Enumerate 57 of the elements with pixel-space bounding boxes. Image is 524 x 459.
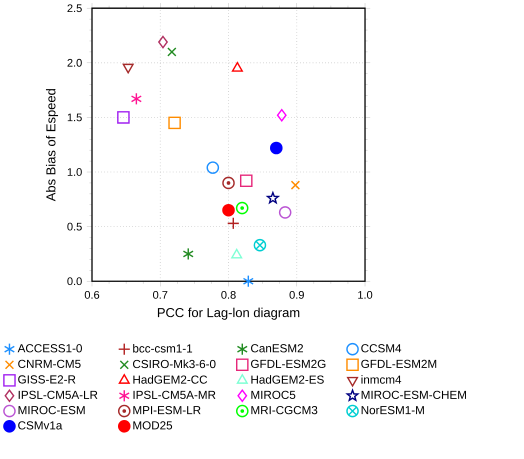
legend-label: inmcm4 — [361, 375, 402, 384]
y-tick-label: 1.0 — [68, 168, 82, 176]
point — [276, 108, 287, 122]
point — [231, 248, 242, 258]
legend-label: MIROC-ESM — [18, 406, 85, 414]
y-tick-label: 1.5 — [68, 113, 82, 122]
point — [254, 238, 266, 252]
legend-label: CSMv1a — [18, 421, 62, 430]
y-tick-label: 2.5 — [67, 4, 82, 12]
legend-label: MRI-CGCM3 — [251, 406, 318, 414]
x-tick-label: 0.6 — [84, 290, 100, 299]
y-axis-title: Abs Bias of Espeed — [46, 88, 58, 202]
point — [222, 204, 235, 216]
legend-label: MIROC5 — [251, 390, 296, 399]
point — [236, 202, 248, 214]
legend-label: CanESM2 — [251, 344, 303, 352]
legend-label: MPI-ESM-LR — [133, 406, 201, 414]
point — [130, 92, 142, 106]
x-axis-title: PCC for Lag-lon diagram — [158, 308, 300, 320]
x-tick-label: 0.9 — [290, 290, 304, 299]
x-tick-label: 0.8 — [221, 290, 236, 299]
legend-label: GISS-E2-R — [18, 375, 76, 384]
point — [240, 174, 253, 187]
point — [167, 47, 177, 56]
point — [266, 192, 279, 204]
x-tick-label: 1.0 — [358, 290, 372, 299]
y-tick-label: 0.5 — [67, 222, 82, 230]
legend-label: HadGEM2-CC — [133, 375, 208, 384]
legend-label: IPSL-CM5A-MR — [133, 390, 216, 399]
legend-label: MOD25 — [133, 421, 172, 430]
legend-label: HadGEM2-ES — [251, 375, 324, 384]
point — [182, 248, 194, 260]
point — [222, 176, 235, 190]
point — [122, 64, 134, 74]
point — [290, 180, 300, 190]
legend-label: CCSM4 — [361, 344, 402, 352]
point — [270, 142, 283, 154]
point — [117, 111, 130, 124]
legend-label: GFDL-ESM2G — [251, 360, 326, 368]
legend-label: MIROC-ESM-CHEM — [362, 390, 466, 399]
point — [158, 36, 168, 48]
point — [242, 274, 254, 288]
legend-label: ACCESS1-0 — [18, 344, 82, 352]
point — [206, 161, 220, 174]
y-tick-label: 2.0 — [67, 58, 82, 67]
point — [227, 216, 240, 230]
point — [278, 206, 292, 219]
y-tick-label: 0.0 — [67, 277, 82, 286]
point — [232, 62, 243, 72]
legend-label: CNRM-CM5 — [18, 360, 81, 368]
legend-label: NorESM1-M — [362, 406, 424, 414]
point — [168, 116, 181, 130]
legend-label: IPSL-CM5A-LR — [18, 390, 98, 399]
x-tick-label: 0.7 — [153, 290, 168, 299]
legend-label: GFDL-ESM2M — [361, 360, 436, 368]
legend-label: bcc-csm1-1 — [133, 344, 192, 352]
legend-label: CSIRO-Mk3-6-0 — [133, 359, 216, 368]
